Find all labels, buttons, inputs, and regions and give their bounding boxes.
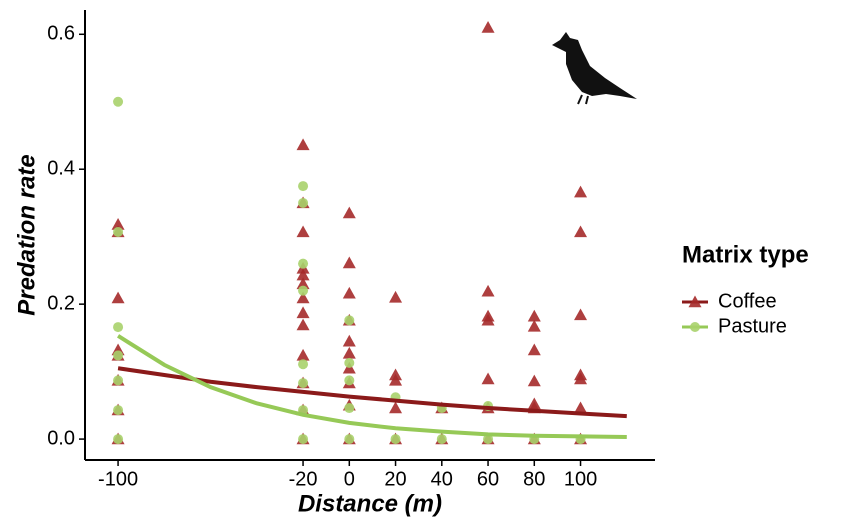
data-point <box>344 434 355 445</box>
data-point <box>481 372 495 385</box>
legend-marker <box>690 322 700 332</box>
data-point <box>436 434 447 445</box>
data-point <box>111 291 125 304</box>
data-point <box>342 256 356 269</box>
data-point <box>298 197 309 208</box>
data-point <box>113 96 124 107</box>
data-point <box>298 434 309 445</box>
y-tick-label: 0.2 <box>47 292 75 314</box>
fit-line <box>117 334 627 440</box>
x-tick-label: -100 <box>98 468 138 490</box>
data-point <box>481 313 495 326</box>
data-point <box>298 181 309 192</box>
data-point <box>113 434 124 445</box>
legend-label: Coffee <box>718 290 777 312</box>
data-point <box>344 375 355 386</box>
x-tick-label: 0 <box>344 468 355 490</box>
data-point <box>296 225 310 238</box>
data-point <box>527 319 541 332</box>
data-point <box>298 258 309 269</box>
data-point <box>113 350 124 361</box>
data-point <box>574 185 588 198</box>
x-tick-label: 20 <box>384 468 406 490</box>
y-tick-label: 0.6 <box>47 23 75 45</box>
data-point <box>296 291 310 304</box>
data-point <box>113 375 124 386</box>
data-point <box>527 309 541 322</box>
data-point <box>483 434 494 445</box>
data-point <box>296 138 310 151</box>
bird-icon <box>552 32 637 105</box>
y-tick-label: 0.0 <box>47 427 75 449</box>
data-point <box>342 206 356 219</box>
data-point <box>113 226 124 237</box>
data-point <box>111 218 125 230</box>
x-tick-label: -20 <box>289 468 318 490</box>
data-point <box>113 322 124 333</box>
data-point <box>574 372 588 385</box>
y-tick-label: 0.4 <box>47 158 75 180</box>
data-point <box>298 378 309 389</box>
data-point <box>342 334 356 347</box>
data-point <box>296 268 310 281</box>
data-point <box>389 290 403 303</box>
data-point <box>344 357 355 368</box>
data-point <box>296 277 310 290</box>
x-tick-label: 40 <box>431 468 453 490</box>
x-tick-label: 80 <box>523 468 545 490</box>
legend-title: Matrix type <box>682 241 809 268</box>
data-point <box>389 401 403 414</box>
data-point <box>298 359 309 370</box>
data-point <box>344 315 355 326</box>
data-point <box>481 284 495 297</box>
data-point <box>344 403 355 414</box>
data-point <box>481 21 495 33</box>
data-point <box>298 285 309 296</box>
x-axis-title: Distance (m) <box>298 490 442 517</box>
data-point <box>574 225 588 238</box>
data-point <box>296 306 310 319</box>
data-point <box>574 308 588 321</box>
y-axis-title: Predation rate <box>13 154 40 315</box>
data-point <box>113 405 124 416</box>
data-point <box>342 286 356 299</box>
data-point <box>390 434 401 445</box>
x-tick-label: 60 <box>477 468 499 490</box>
fit-line <box>117 366 627 419</box>
data-point <box>527 374 541 387</box>
legend-marker <box>688 295 702 308</box>
data-point <box>389 373 403 386</box>
data-point <box>296 348 310 361</box>
data-point <box>527 343 541 356</box>
data-point <box>574 401 588 414</box>
legend-label: Pasture <box>718 315 787 337</box>
x-tick-label: 100 <box>564 468 597 490</box>
data-point <box>296 318 310 331</box>
data-point <box>342 346 356 359</box>
